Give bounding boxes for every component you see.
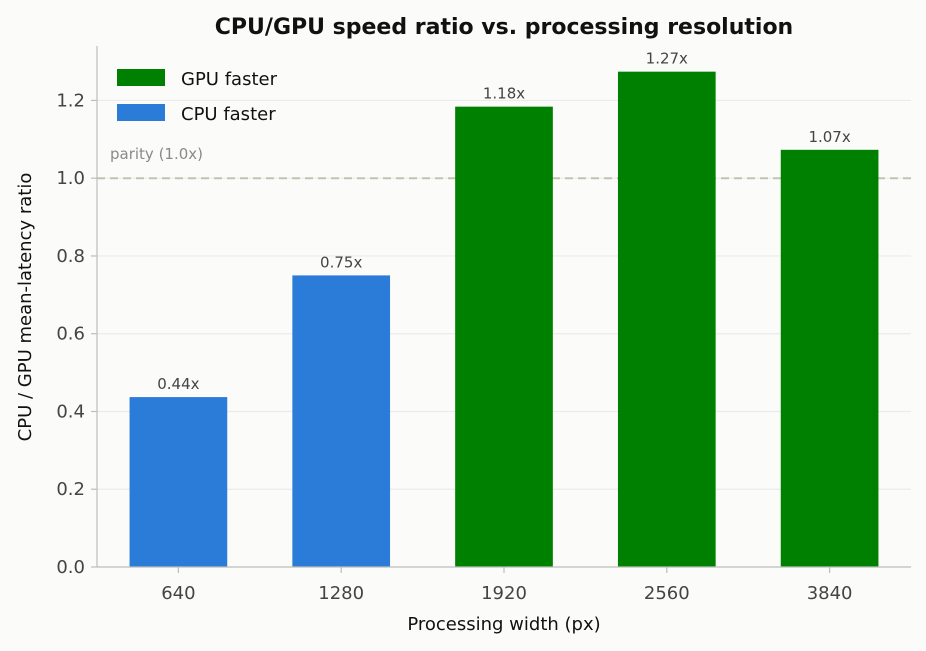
x-tick-label-1280: 1280 xyxy=(318,583,364,604)
legend-swatch-gpu xyxy=(117,69,165,86)
y-tick-label: 1.2 xyxy=(56,90,85,111)
bars xyxy=(129,71,879,567)
bar-1280 xyxy=(292,275,391,567)
data-label-1920: 1.18x xyxy=(483,85,525,103)
y-tick-label: 0.0 xyxy=(56,557,85,578)
x-tick-label-2560: 2560 xyxy=(644,583,690,604)
data-labels: 0.44x 0.75x 1.18x 1.27x 1.07x xyxy=(157,50,851,393)
bar-2560 xyxy=(617,71,716,567)
data-label-2560: 1.27x xyxy=(646,50,688,68)
data-label-1280: 0.75x xyxy=(320,253,362,271)
y-axis-label: CPU / GPU mean-latency ratio xyxy=(15,173,36,442)
x-tick-label-3840: 3840 xyxy=(807,583,853,604)
x-tick-label-640: 640 xyxy=(161,583,195,604)
y-tick-label: 0.6 xyxy=(56,324,85,345)
legend-label-cpu: CPU faster xyxy=(181,104,276,125)
y-tick-label: 0.8 xyxy=(56,246,85,267)
data-label-3840: 1.07x xyxy=(808,128,850,146)
bar-1920 xyxy=(455,106,553,567)
chart-title: CPU/GPU speed ratio vs. processing resol… xyxy=(215,15,793,40)
x-ticks: 640 1280 1920 2560 3840 xyxy=(161,567,853,604)
legend-label-gpu: GPU faster xyxy=(181,69,278,90)
y-tick-label: 0.4 xyxy=(56,401,85,422)
legend-swatch-cpu xyxy=(117,104,165,121)
legend: GPU faster CPU faster xyxy=(117,69,278,125)
y-tick-label: 1.0 xyxy=(56,168,85,189)
y-ticks: 0.0 0.2 0.4 0.6 0.8 1.0 1.2 xyxy=(56,90,97,578)
x-tick-label-1920: 1920 xyxy=(481,583,527,604)
x-axis-label: Processing width (px) xyxy=(407,614,600,635)
bar-640 xyxy=(129,397,228,567)
y-tick-label: 0.2 xyxy=(56,479,85,500)
parity-label: parity (1.0x) xyxy=(110,145,203,163)
bar-3840 xyxy=(780,149,879,567)
data-label-640: 0.44x xyxy=(157,375,199,393)
